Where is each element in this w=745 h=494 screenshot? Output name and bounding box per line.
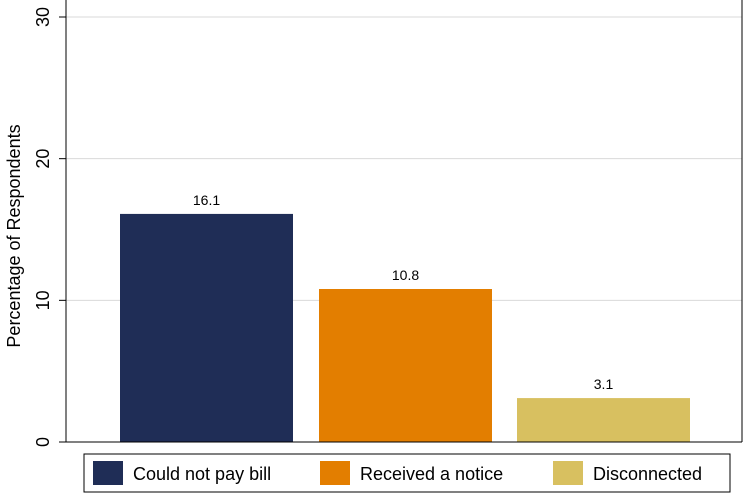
legend-swatch: [320, 461, 350, 485]
bar-received-a-notice: [319, 289, 492, 442]
legend-label: Received a notice: [360, 464, 503, 484]
bar-value-label: 10.8: [392, 267, 419, 283]
y-tick-label: 20: [33, 149, 53, 169]
legend-label: Could not pay bill: [133, 464, 271, 484]
y-axis: 0 10 20 30: [33, 0, 743, 447]
bar-value-label: 3.1: [594, 376, 614, 392]
bar-value-labels: 16.1 10.8 3.1: [193, 192, 614, 392]
legend-swatch: [553, 461, 583, 485]
legend-swatch: [93, 461, 123, 485]
y-axis-label: Percentage of Respondents: [4, 124, 24, 347]
bar-could-not-pay-bill: [120, 213, 293, 442]
y-tick-label: 0: [33, 437, 53, 447]
y-tick-label: 30: [33, 7, 53, 27]
y-tick-label: 10: [33, 290, 53, 310]
legend-label: Disconnected: [593, 464, 702, 484]
legend: Could not pay bill Received a notice Disco…: [83, 453, 731, 493]
legend-box: [83, 453, 731, 493]
bar-disconnected: [517, 398, 690, 442]
bar-value-label: 16.1: [193, 192, 220, 208]
bars: [120, 213, 690, 442]
